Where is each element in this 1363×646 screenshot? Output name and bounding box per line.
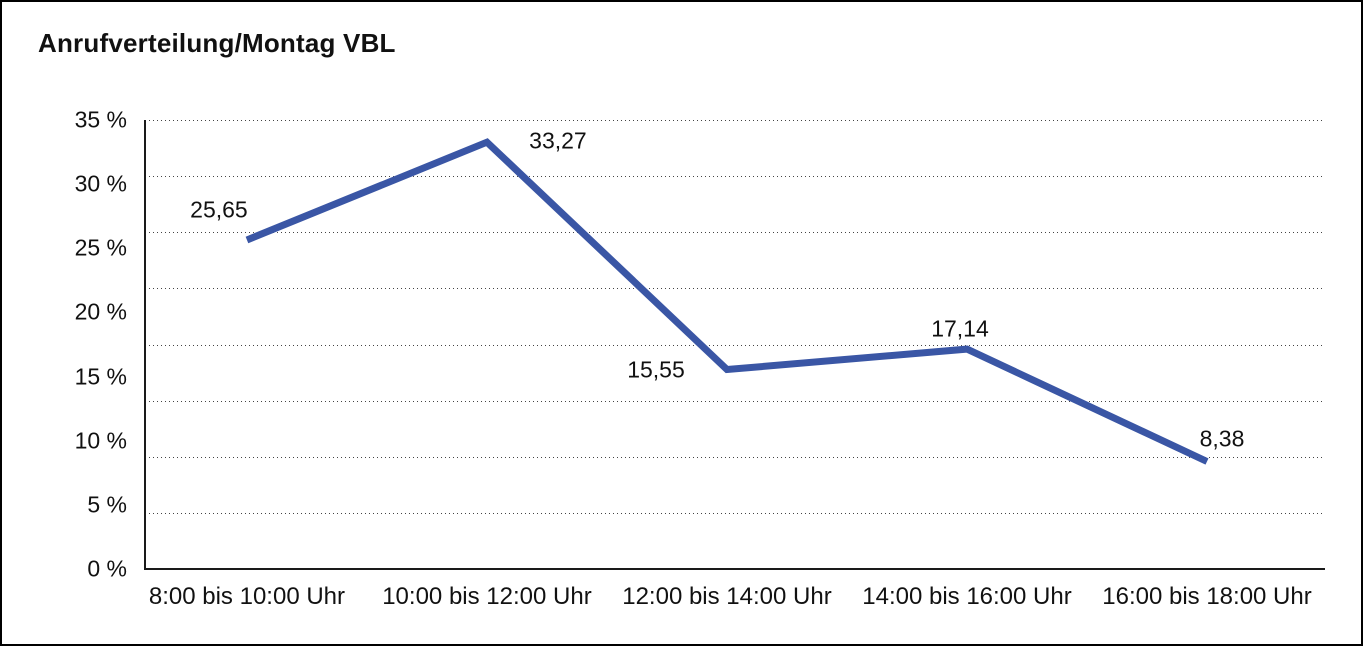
x-axis-category-label: 12:00 bis 14:00 Uhr [622,583,832,610]
x-axis-category-label: 8:00 bis 10:00 Uhr [148,583,345,610]
plot-area: 25,65 33,27 15,55 17,14 8,38 [144,120,1325,570]
gridline [145,232,1325,234]
chart-title: Anrufverteilung/Montag VBL [38,28,396,58]
y-axis-tick-label: 0 % [87,555,127,582]
y-axis-tick-label: 35 % [74,106,127,133]
y-axis-tick-label: 25 % [74,234,127,261]
data-point-label: 8,38 [1199,425,1245,452]
gridline [145,400,1325,402]
gridline [145,344,1325,346]
y-axis-tick-label: 20 % [74,298,127,325]
data-point-label: 17,14 [931,315,989,342]
data-point-label: 33,27 [529,127,587,154]
gridline [145,456,1325,458]
gridline [145,176,1325,178]
x-axis-category-label: 14:00 bis 16:00 Uhr [862,583,1072,610]
gridline [145,512,1325,514]
data-point-label: 15,55 [627,356,685,383]
x-axis-line [144,568,1325,570]
y-axis-labels: 35 % 30 % 25 % 20 % 15 % 10 % 5 % 0 % [2,107,127,582]
y-axis-tick-label: 15 % [74,363,127,390]
y-axis-tick-label: 10 % [74,427,127,454]
y-axis-line [144,120,146,570]
y-axis-tick-label: 5 % [87,491,127,518]
x-axis-category-label: 16:00 bis 18:00 Uhr [1102,583,1312,610]
gridline [145,288,1325,290]
y-axis-tick-label: 30 % [74,170,127,197]
gridline [145,120,1325,121]
x-axis-labels: 8:00 bis 10:00 Uhr 10:00 bis 12:00 Uhr 12:… [145,583,1325,613]
series-line-path [245,138,1209,465]
data-point-label: 25,65 [190,196,248,223]
series-line [245,138,1209,465]
x-axis-category-label: 10:00 bis 12:00 Uhr [382,583,592,610]
